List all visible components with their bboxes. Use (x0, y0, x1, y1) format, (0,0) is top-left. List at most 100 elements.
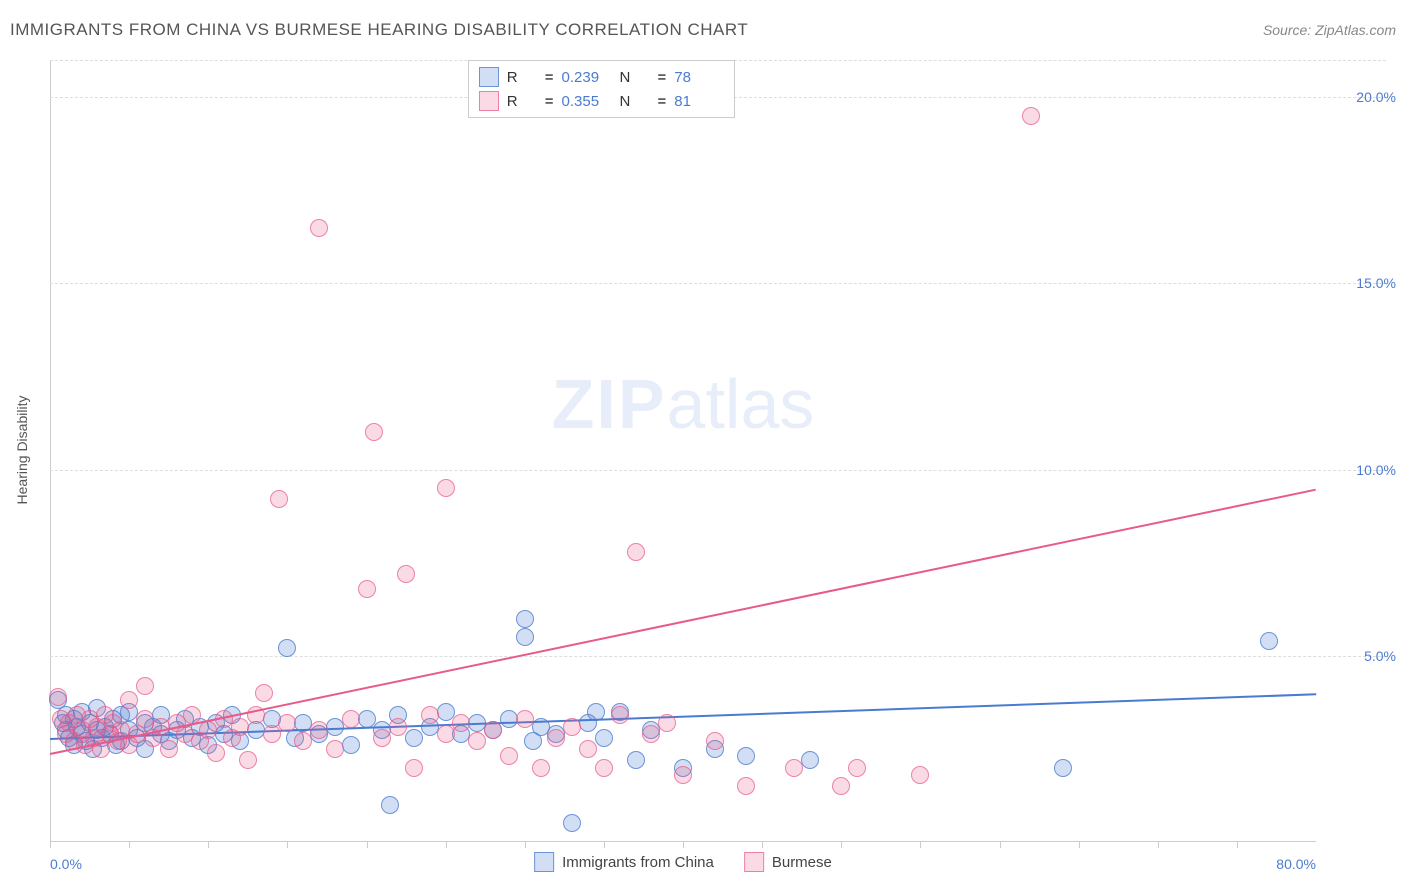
data-point (1022, 107, 1040, 125)
legend-r-value: 0.239 (562, 69, 612, 86)
legend-eq: = (545, 69, 554, 86)
x-tick-mark (367, 842, 368, 848)
x-tick-mark (287, 842, 288, 848)
data-point (706, 732, 724, 750)
data-point (49, 688, 67, 706)
x-tick-mark (1237, 842, 1238, 848)
legend-r-label: R (507, 69, 537, 86)
data-point (437, 703, 455, 721)
data-point (737, 747, 755, 765)
gridline (50, 656, 1386, 657)
y-axis-label: Hearing Disability (14, 396, 30, 505)
data-point (239, 751, 257, 769)
scatter-chart: ZIPatlas 5.0%10.0%15.0%20.0%0.0%80.0%R=0… (50, 60, 1316, 842)
data-point (207, 744, 225, 762)
legend-row: R = 0.239 N = 78 (479, 65, 725, 89)
legend-eq: = (658, 69, 667, 86)
data-point (642, 725, 660, 743)
data-point (397, 565, 415, 583)
legend-swatch (479, 91, 499, 111)
data-point (342, 736, 360, 754)
data-point (452, 714, 470, 732)
data-point (365, 423, 383, 441)
data-point (326, 740, 344, 758)
legend-n-label: N (620, 93, 650, 110)
data-point (468, 732, 486, 750)
correlation-legend: R=0.239N=78R=0.355N=81 (468, 60, 736, 118)
legend-swatch (534, 852, 554, 872)
data-point (627, 751, 645, 769)
x-tick-mark (525, 842, 526, 848)
data-point (231, 718, 249, 736)
data-point (500, 747, 518, 765)
legend-n-value: 78 (674, 69, 724, 86)
data-point (136, 677, 154, 695)
x-tick-mark (446, 842, 447, 848)
data-point (611, 706, 629, 724)
data-point (358, 710, 376, 728)
data-point (627, 543, 645, 561)
y-axis-line (50, 60, 51, 842)
data-point (674, 766, 692, 784)
data-point (278, 714, 296, 732)
gridline (50, 470, 1386, 471)
data-point (848, 759, 866, 777)
x-tick-mark (683, 842, 684, 848)
data-point (547, 729, 565, 747)
legend-series-name: Burmese (772, 854, 832, 871)
legend-item: Immigrants from China (534, 852, 714, 872)
data-point (421, 706, 439, 724)
data-point (342, 710, 360, 728)
x-tick-label: 80.0% (1276, 856, 1316, 872)
data-point (160, 740, 178, 758)
legend-swatch (479, 67, 499, 87)
x-tick-mark (1158, 842, 1159, 848)
data-point (737, 777, 755, 795)
data-point (405, 729, 423, 747)
source-label: Source: ZipAtlas.com (1263, 22, 1396, 38)
data-point (373, 729, 391, 747)
data-point (294, 732, 312, 750)
legend-swatch (744, 852, 764, 872)
data-point (658, 714, 676, 732)
data-point (484, 721, 502, 739)
y-tick-label: 5.0% (1364, 648, 1396, 664)
y-tick-label: 20.0% (1356, 89, 1396, 105)
x-tick-mark (208, 842, 209, 848)
data-point (120, 691, 138, 709)
data-point (381, 796, 399, 814)
y-tick-label: 10.0% (1356, 462, 1396, 478)
x-tick-mark (762, 842, 763, 848)
data-point (437, 479, 455, 497)
series-legend: Immigrants from China Burmese (534, 852, 832, 872)
legend-eq: = (658, 93, 667, 110)
legend-row: R=0.355N=81 (479, 89, 725, 113)
x-tick-mark (841, 842, 842, 848)
x-tick-mark (604, 842, 605, 848)
x-tick-mark (129, 842, 130, 848)
x-tick-mark (1000, 842, 1001, 848)
legend-n-label: N (620, 69, 650, 86)
data-point (437, 725, 455, 743)
x-tick-label: 0.0% (50, 856, 82, 872)
x-tick-mark (1079, 842, 1080, 848)
data-point (516, 610, 534, 628)
data-point (405, 759, 423, 777)
data-point (532, 759, 550, 777)
chart-title: IMMIGRANTS FROM CHINA VS BURMESE HEARING… (10, 20, 748, 40)
data-point (563, 718, 581, 736)
y-tick-label: 15.0% (1356, 275, 1396, 291)
data-point (595, 729, 613, 747)
data-point (563, 814, 581, 832)
data-point (1260, 632, 1278, 650)
data-point (255, 684, 273, 702)
data-point (516, 710, 534, 728)
legend-n-value: 81 (674, 93, 724, 110)
data-point (579, 740, 597, 758)
legend-eq: = (545, 93, 554, 110)
data-point (310, 721, 328, 739)
data-point (358, 580, 376, 598)
data-point (199, 721, 217, 739)
data-point (1054, 759, 1072, 777)
data-point (516, 628, 534, 646)
